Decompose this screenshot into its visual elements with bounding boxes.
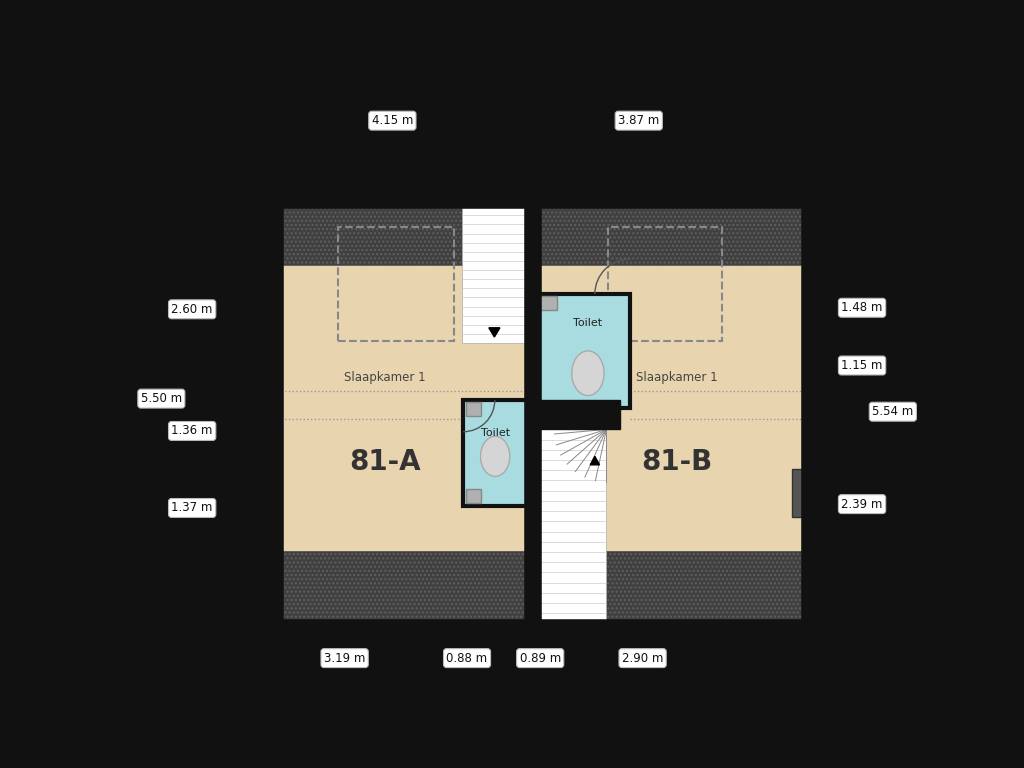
Text: Toilet: Toilet <box>480 429 510 439</box>
Bar <box>527 400 620 429</box>
Text: 1.15 m: 1.15 m <box>842 359 883 372</box>
Text: 4.15 m: 4.15 m <box>372 114 413 127</box>
Text: 5.54 m: 5.54 m <box>872 406 913 419</box>
Bar <box>466 489 481 503</box>
Bar <box>462 206 527 343</box>
Bar <box>539 206 804 622</box>
Bar <box>281 206 527 622</box>
Bar <box>539 206 804 266</box>
Bar <box>539 294 630 408</box>
Bar <box>539 266 804 551</box>
Text: 5.50 m: 5.50 m <box>140 392 182 406</box>
Bar <box>792 469 804 517</box>
Bar <box>541 296 557 310</box>
Ellipse shape <box>571 351 604 396</box>
Text: 0.88 m: 0.88 m <box>446 651 487 664</box>
Bar <box>281 551 527 622</box>
Text: 1.37 m: 1.37 m <box>171 502 213 515</box>
Bar <box>466 402 481 416</box>
Text: 1.36 m: 1.36 m <box>171 425 213 438</box>
Bar <box>463 400 527 506</box>
Bar <box>527 206 539 622</box>
Text: 3.87 m: 3.87 m <box>618 114 659 127</box>
Text: 81-B: 81-B <box>642 448 713 475</box>
Text: 2.39 m: 2.39 m <box>842 498 883 511</box>
Ellipse shape <box>480 436 510 476</box>
Polygon shape <box>590 456 599 465</box>
Text: 81-A: 81-A <box>349 448 421 475</box>
Text: Toilet: Toilet <box>573 318 602 328</box>
Bar <box>539 206 804 622</box>
Bar <box>281 206 527 622</box>
Text: 2.90 m: 2.90 m <box>622 651 664 664</box>
Bar <box>339 227 454 341</box>
Bar <box>281 206 527 266</box>
Polygon shape <box>488 328 500 337</box>
Text: 2.60 m: 2.60 m <box>171 303 213 316</box>
Text: 1.48 m: 1.48 m <box>842 301 883 314</box>
Bar <box>608 227 722 341</box>
Text: Slaapkamer 1: Slaapkamer 1 <box>344 371 426 383</box>
Bar <box>539 551 804 622</box>
Bar <box>281 266 527 551</box>
Text: Slaapkamer 1: Slaapkamer 1 <box>637 371 718 383</box>
Text: 3.19 m: 3.19 m <box>324 651 366 664</box>
Text: 0.89 m: 0.89 m <box>519 651 561 664</box>
Bar <box>539 429 606 624</box>
